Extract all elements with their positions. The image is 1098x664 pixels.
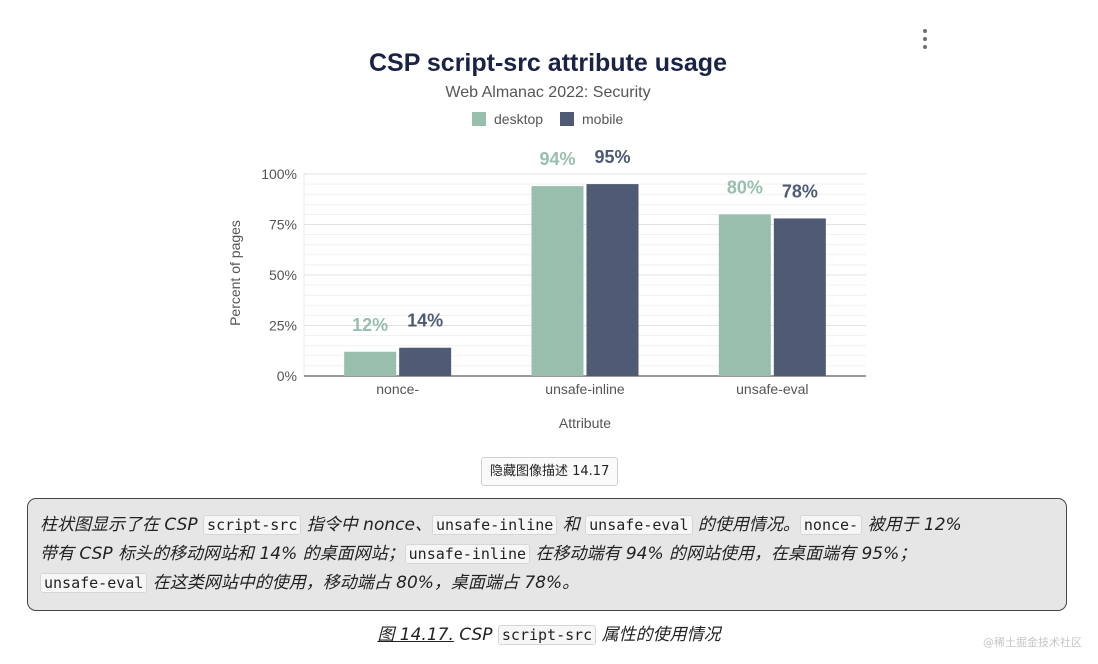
description-text: 指令中 nonce、 (301, 515, 432, 535)
description-text: 柱状图显示了在 CSP (40, 515, 204, 535)
description-line: unsafe-eval 在这类网站中的使用，移动端占 80%，桌面端占 78%。 (40, 569, 1054, 598)
caption-prefix: CSP (453, 625, 498, 645)
figure-description: 柱状图显示了在 CSP script-src 指令中 nonce、 unsafe-… (27, 498, 1067, 611)
code-nonce: nonce- (799, 515, 863, 535)
y-tick-label: 0% (277, 368, 297, 384)
bar-mobile-2[interactable] (773, 218, 826, 376)
chart-title: CSP script-src attribute usage (369, 49, 727, 77)
y-tick-label: 25% (269, 318, 297, 334)
y-tick-label: 50% (269, 267, 297, 283)
description-text: 带有 CSP 标头的移动网站和 14% 的桌面网站； (40, 544, 405, 564)
chart-legend: desktop mobile (472, 111, 623, 127)
chart-subtitle: Web Almanac 2022: Security (445, 84, 650, 101)
description-line: 带有 CSP 标头的移动网站和 14% 的桌面网站； unsafe-inline … (40, 540, 1054, 569)
x-axis-label: Attribute (559, 415, 611, 431)
x-tick-label: unsafe-eval (736, 381, 808, 397)
figure-caption: 图 14.17. CSP script-src 属性的使用情况 (0, 620, 1098, 645)
grid-lines (303, 172, 866, 377)
description-text: 的使用情况。 (692, 515, 800, 535)
data-label-mobile: 78% (782, 181, 818, 201)
bar-mobile-1[interactable] (586, 184, 639, 376)
more-vertical-icon-dot (923, 37, 927, 41)
data-label-desktop: 94% (539, 149, 575, 169)
chart-menu-button[interactable] (912, 26, 938, 52)
bar-desktop-0[interactable] (344, 351, 397, 376)
y-tick-label: 100% (261, 166, 297, 182)
watermark: @稀土掘金技术社区 (983, 636, 1082, 649)
legend-swatch (560, 112, 574, 126)
code-unsafe-inline: unsafe-inline (404, 544, 531, 564)
data-label-mobile: 14% (407, 311, 443, 331)
data-label-mobile: 95% (594, 147, 630, 167)
figure-number-link[interactable]: 图 14.17. (377, 625, 454, 645)
description-text: 被用于 12% (862, 515, 962, 535)
legend-label: desktop (494, 111, 543, 127)
x-tick-label: unsafe-inline (545, 381, 625, 397)
code-unsafe-inline: unsafe-inline (431, 515, 558, 535)
description-text: 在这类网站中的使用，移动端占 80%，桌面端占 78%。 (147, 573, 580, 593)
caption-code: script-src (497, 625, 597, 645)
bars: 12% 14% 94% 95% 80% 78% (344, 147, 826, 376)
more-vertical-icon (923, 29, 927, 33)
code-script-src: script-src (203, 515, 302, 535)
y-tick-label: 75% (269, 217, 297, 233)
code-unsafe-eval: unsafe-eval (40, 573, 148, 593)
more-vertical-icon-dot (923, 45, 927, 49)
description-line: 柱状图显示了在 CSP script-src 指令中 nonce、 unsafe-… (40, 511, 1054, 540)
x-tick-label: nonce- (376, 381, 419, 397)
legend-item-desktop[interactable]: desktop (472, 111, 543, 127)
y-axis-ticks: 0% 25% 50% 75% 100% (261, 166, 297, 384)
legend-item-mobile[interactable]: mobile (560, 111, 623, 127)
description-text: 和 (557, 515, 586, 535)
data-label-desktop: 80% (727, 177, 763, 197)
data-label-desktop: 12% (352, 315, 388, 335)
hide-description-button[interactable]: 隐藏图像描述 14.17 (481, 457, 619, 486)
bar-mobile-0[interactable] (399, 347, 452, 376)
bar-desktop-1[interactable] (531, 186, 584, 376)
legend-label: mobile (582, 111, 623, 127)
caption-suffix: 属性的使用情况 (596, 625, 721, 645)
description-text: 在移动端有 94% 的网站使用，在桌面端有 95%； (530, 544, 917, 564)
bar-chart: CSP script-src attribute usage Web Alman… (227, 49, 866, 431)
code-unsafe-eval: unsafe-eval (585, 515, 693, 535)
y-axis-label: Percent of pages (227, 220, 243, 326)
x-axis-ticks: nonce-unsafe-inline unsafe-eval (376, 381, 808, 397)
legend-swatch (472, 112, 486, 126)
bar-desktop-2[interactable] (718, 214, 771, 376)
